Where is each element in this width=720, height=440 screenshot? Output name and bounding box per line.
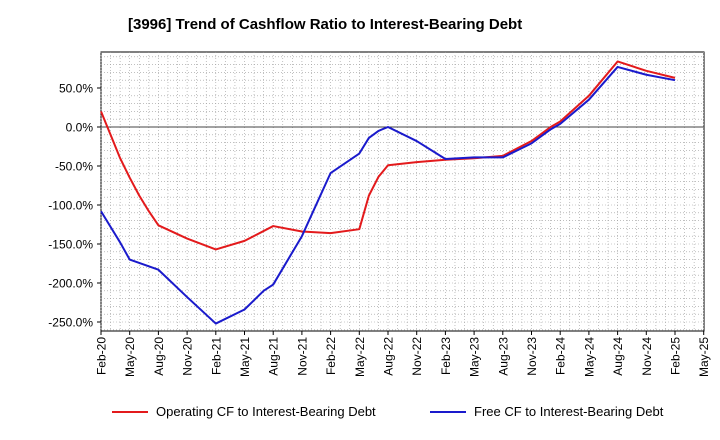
y-tick-label: -250.0% <box>48 316 93 330</box>
legend-item-free-cf: Free CF to Interest-Bearing Debt <box>430 404 663 419</box>
x-tick-label: Aug-20 <box>152 337 166 376</box>
series-line-operating-cf <box>100 60 676 251</box>
legend-label-free-cf: Free CF to Interest-Bearing Debt <box>474 404 664 419</box>
x-tick-label: Aug-21 <box>267 337 281 376</box>
x-tick-label: Nov-20 <box>181 337 195 376</box>
x-tick-label: Feb-23 <box>439 337 453 375</box>
x-tick-label: May-25 <box>697 337 711 377</box>
legend-label-operating-cf: Operating CF to Interest-Bearing Debt <box>156 404 376 419</box>
plot-area <box>100 51 705 332</box>
series-lines <box>100 60 676 325</box>
x-tick-label: Nov-24 <box>640 337 654 376</box>
x-tick-label: May-21 <box>238 337 252 377</box>
y-tick-labels: 50.0% 0.0% -50.0% -100.0% -150.0% -200.0% -250… <box>48 82 101 330</box>
legend-swatch-free-cf <box>430 410 466 413</box>
y-tick-label: -100.0% <box>48 199 93 213</box>
x-tick-label: Feb-24 <box>554 337 568 375</box>
x-tick-label: Nov-22 <box>410 337 424 376</box>
x-tick-label: Feb-21 <box>209 337 223 375</box>
x-tick-label: May-22 <box>353 337 367 377</box>
chart-title: [3996] Trend of Cashflow Ratio to Intere… <box>128 16 523 33</box>
y-tick-label: -50.0% <box>55 160 93 174</box>
x-tick-label: Nov-23 <box>525 337 539 376</box>
x-tick-labels: Feb-20 May-20 Aug-20 Nov-20 Feb-21 May-21 Aug-… <box>95 331 711 377</box>
y-tick-label: -200.0% <box>48 277 93 291</box>
series-line-free-cf <box>100 65 676 325</box>
y-tick-label: 50.0% <box>59 82 93 96</box>
x-tick-label: May-20 <box>123 337 137 377</box>
legend: Operating CF to Interest-Bearing Debt Fr… <box>0 402 720 426</box>
legend-swatch-operating-cf <box>112 410 148 413</box>
x-tick-label: May-24 <box>582 337 596 377</box>
x-tick-label: Aug-22 <box>382 337 396 376</box>
x-tick-label: Feb-22 <box>324 337 338 375</box>
x-tick-label: May-23 <box>468 337 482 377</box>
x-tick-label: Feb-25 <box>669 337 683 375</box>
x-tick-label: Feb-20 <box>95 337 109 375</box>
legend-item-operating-cf: Operating CF to Interest-Bearing Debt <box>112 404 376 419</box>
x-tick-label: Nov-21 <box>295 337 309 376</box>
y-tick-label: 0.0% <box>66 121 94 135</box>
x-tick-label: Aug-24 <box>611 337 625 376</box>
y-tick-label: -150.0% <box>48 238 93 252</box>
x-tick-label: Aug-23 <box>496 337 510 376</box>
line-chart: 50.0% 0.0% -50.0% -100.0% -150.0% -200.0% -250… <box>48 51 711 377</box>
